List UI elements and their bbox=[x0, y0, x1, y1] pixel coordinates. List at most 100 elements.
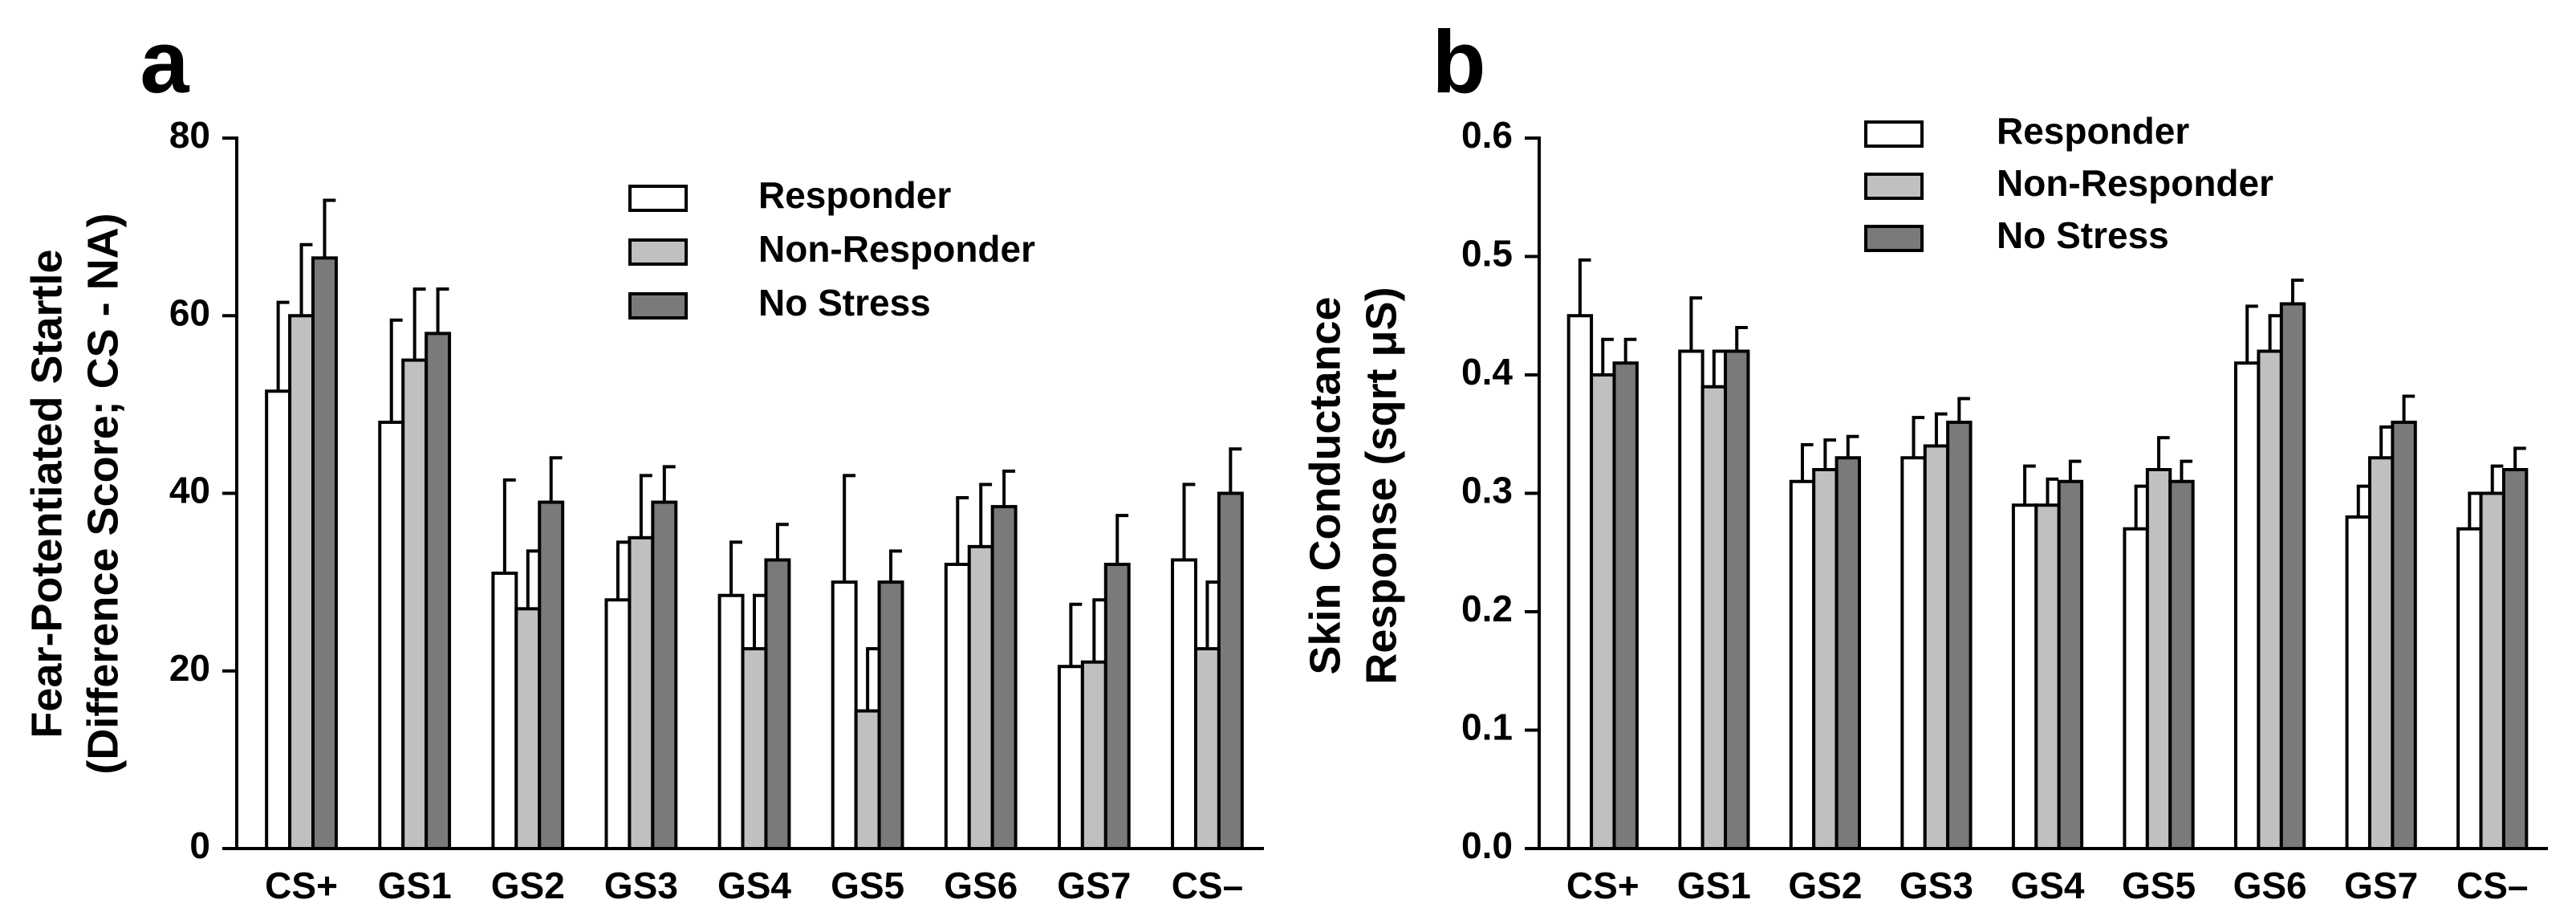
bar-non-responder bbox=[2034, 503, 2061, 850]
x-tick-label: CS+ bbox=[1566, 865, 1639, 906]
bar-no-stress bbox=[2391, 421, 2417, 850]
y-tick-label: 0.4 bbox=[1461, 351, 1513, 393]
chart-panel-b: b Skin Conductance Response (sqrt μS) 0.0 0.… bbox=[1301, 13, 2548, 906]
bar-no-stress bbox=[1612, 361, 1639, 850]
bar-no-stress bbox=[1946, 421, 1973, 850]
bar-responder bbox=[1789, 479, 1816, 850]
bar-non-responder bbox=[514, 607, 542, 850]
bar-no-stress bbox=[2279, 302, 2306, 850]
bar-non-responder bbox=[741, 647, 768, 850]
bar-no-stress bbox=[651, 500, 678, 850]
y-tick-label: 0.0 bbox=[1461, 824, 1513, 866]
bar-no-stress bbox=[311, 256, 338, 850]
bar-non-responder bbox=[1590, 373, 1616, 850]
bar-responder bbox=[2345, 515, 2371, 850]
bar-responder bbox=[2123, 527, 2149, 850]
bar-non-responder bbox=[2145, 468, 2172, 850]
y-axis-title-line2: Response (sqrt μS) bbox=[1357, 287, 1405, 684]
y-axis-title-line1: Skin Conductance bbox=[1301, 296, 1349, 674]
y-tick-label: 0.6 bbox=[1461, 114, 1513, 156]
bar-non-responder bbox=[2257, 349, 2283, 850]
x-tick-label: GS6 bbox=[2233, 865, 2307, 906]
x-tick-label: GS1 bbox=[378, 865, 452, 906]
legend-swatch bbox=[628, 185, 688, 212]
bar-responder bbox=[944, 563, 971, 850]
y-tick-label: 60 bbox=[169, 291, 210, 333]
x-tick-label: GS3 bbox=[604, 865, 678, 906]
x-tick-label: GS5 bbox=[2122, 865, 2196, 906]
x-tick-label: GS4 bbox=[2010, 865, 2084, 906]
bar-non-responder bbox=[1193, 647, 1221, 850]
bar-responder bbox=[378, 421, 405, 850]
bar-non-responder bbox=[2367, 456, 2395, 850]
bar-non-responder bbox=[628, 535, 655, 850]
legend-label: Non-Responder bbox=[1997, 162, 2273, 204]
y-tick-label: 20 bbox=[169, 647, 210, 689]
y-tick-label: 0 bbox=[189, 824, 210, 866]
legend-label: Non-Responder bbox=[758, 228, 1035, 270]
bar-non-responder bbox=[1700, 385, 1728, 850]
x-tick-label: GS4 bbox=[717, 865, 791, 906]
bar-responder bbox=[2456, 527, 2483, 850]
y-tick-label: 40 bbox=[169, 470, 210, 511]
legend-swatch bbox=[1864, 173, 1924, 200]
bar-no-stress bbox=[538, 500, 565, 850]
legend-label: Responder bbox=[1997, 110, 2189, 152]
legend-swatch bbox=[1864, 120, 1924, 148]
x-tick-label: GS5 bbox=[831, 865, 904, 906]
bar-no-stress bbox=[2501, 468, 2529, 850]
bar-no-stress bbox=[2168, 479, 2195, 850]
bar-responder bbox=[831, 580, 858, 850]
x-tick-label: GS2 bbox=[1788, 865, 1862, 906]
x-tick-label: GS3 bbox=[1899, 865, 1973, 906]
bar-no-stress bbox=[425, 332, 452, 850]
legend-swatch bbox=[1864, 225, 1924, 252]
bar-responder bbox=[491, 572, 518, 850]
panel-label: b bbox=[1432, 13, 1485, 112]
bar-responder bbox=[604, 598, 632, 850]
bar-no-stress bbox=[877, 580, 904, 850]
bar-responder bbox=[1566, 314, 1594, 850]
legend-label: No Stress bbox=[1997, 214, 2169, 256]
x-tick-label: GS7 bbox=[1057, 865, 1131, 906]
bar-no-stress bbox=[764, 558, 791, 850]
bar-responder bbox=[717, 593, 745, 850]
y-tick-label: 0.2 bbox=[1461, 588, 1513, 629]
y-tick-label: 0.1 bbox=[1461, 706, 1513, 748]
x-tick-label: GS1 bbox=[1677, 865, 1751, 906]
bar-responder bbox=[265, 389, 292, 850]
y-tick-label: 80 bbox=[169, 114, 210, 156]
bar-no-stress bbox=[990, 505, 1018, 850]
bar-non-responder bbox=[1923, 444, 1950, 850]
bar-responder bbox=[1057, 665, 1084, 850]
bar-responder bbox=[1171, 558, 1197, 850]
bar-no-stress bbox=[1724, 349, 1750, 850]
y-tick-label: 0.3 bbox=[1461, 470, 1513, 511]
bar-non-responder bbox=[2479, 491, 2505, 850]
legend-swatch bbox=[628, 292, 688, 320]
x-tick-label: GS2 bbox=[491, 865, 565, 906]
bar-responder bbox=[1678, 349, 1704, 850]
bar-no-stress bbox=[1217, 491, 1244, 850]
bar-no-stress bbox=[2057, 479, 2084, 850]
chart-panel-a: a Fear-Potentiated Startle (Difference Sco… bbox=[22, 13, 1264, 906]
legend-swatch bbox=[628, 238, 688, 266]
panel-label: a bbox=[140, 13, 189, 112]
bar-non-responder bbox=[854, 709, 881, 850]
y-tick-label: 0.5 bbox=[1461, 233, 1513, 275]
bar-non-responder bbox=[288, 314, 315, 850]
legend-label: No Stress bbox=[758, 282, 931, 324]
x-tick-label: CS– bbox=[1172, 865, 1243, 906]
bar-non-responder bbox=[1080, 660, 1107, 850]
bar-responder bbox=[2011, 503, 2038, 850]
x-tick-label: CS+ bbox=[265, 865, 338, 906]
bar-non-responder bbox=[1812, 468, 1839, 850]
bar-responder bbox=[1900, 456, 1927, 850]
bar-non-responder bbox=[401, 358, 429, 850]
y-axis-title-line2: (Difference Score; CS - NA) bbox=[79, 213, 127, 774]
y-axis-title-line1: Fear-Potentiated Startle bbox=[22, 249, 71, 738]
legend-label: Responder bbox=[758, 174, 951, 216]
x-tick-label: CS– bbox=[2456, 865, 2528, 906]
x-tick-label: GS7 bbox=[2344, 865, 2418, 906]
